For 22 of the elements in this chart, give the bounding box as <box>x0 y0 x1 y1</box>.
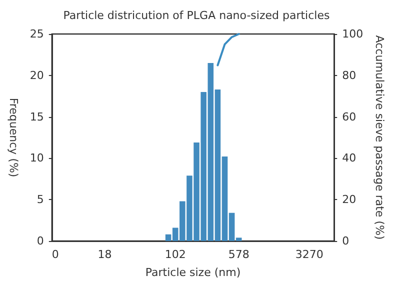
y-tick-label: 0 <box>36 234 44 248</box>
x-axis-title: Particle size (nm) <box>145 266 241 279</box>
x-tick-label: 3270 <box>295 248 324 261</box>
y-tick-label: 15 <box>30 110 44 124</box>
chart-title: Particle districution of PLGA nano-sized particles <box>63 9 330 22</box>
y-tick-label: 5 <box>36 193 44 206</box>
x-tick-label: 0 <box>52 248 59 261</box>
y2-tick-label: 80 <box>342 68 356 82</box>
x-tick-label: 578 <box>228 248 250 261</box>
y-tick-label: 25 <box>30 28 44 40</box>
y2-tick-label: 40 <box>342 152 356 165</box>
y2-tick-label: 20 <box>342 193 356 206</box>
x-tick-label: 102 <box>164 248 186 261</box>
y-axis-title: Frequency (%) <box>7 98 20 178</box>
y2-tick-label: 100 <box>342 28 364 40</box>
y2-tick-label: 0 <box>342 234 350 248</box>
y-tick-label: 10 <box>30 152 44 165</box>
y2-tick-label: 60 <box>342 110 356 124</box>
y-tick-label: 20 <box>30 68 44 82</box>
y2-axis-title: Accumulative sieve passage rate (%) <box>373 35 386 240</box>
x-tick-label: 18 <box>98 248 112 261</box>
line-series <box>216 33 240 66</box>
